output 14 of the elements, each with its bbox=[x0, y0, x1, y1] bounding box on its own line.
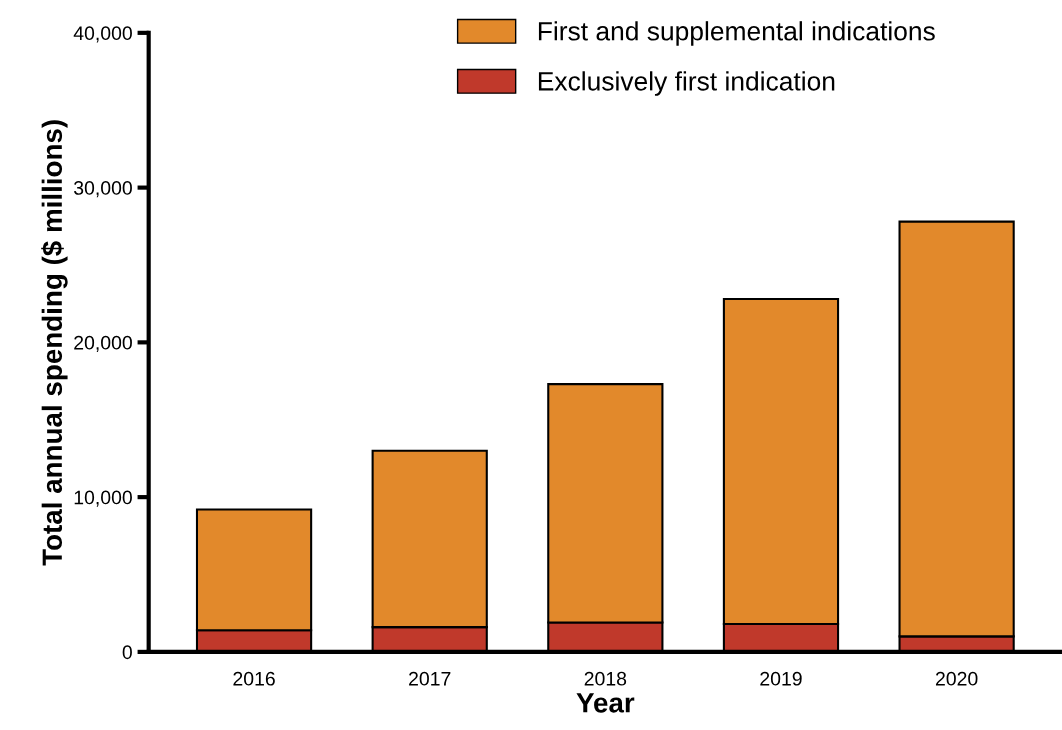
x-axis-title: Year bbox=[576, 693, 635, 713]
y-tick-label: 10,000 bbox=[74, 490, 132, 507]
x-tick-label: 2016 bbox=[233, 671, 275, 686]
x-tick-label: 2019 bbox=[760, 671, 802, 686]
x-tick-label: 2017 bbox=[409, 671, 451, 686]
x-tick-label: 2018 bbox=[584, 671, 627, 686]
y-tick-label: 0 bbox=[122, 645, 132, 660]
x-tick-label: 2020 bbox=[935, 671, 978, 686]
legend-label: First and supplemental indications bbox=[538, 21, 935, 46]
y-tick-label: 40,000 bbox=[73, 26, 132, 43]
y-axis-title: Total annual spending ($ millions) bbox=[41, 120, 68, 566]
y-tick-label: 30,000 bbox=[73, 181, 132, 198]
legend-label: Exclusively first indication bbox=[538, 71, 835, 96]
y-tick-label: 20,000 bbox=[74, 335, 132, 352]
